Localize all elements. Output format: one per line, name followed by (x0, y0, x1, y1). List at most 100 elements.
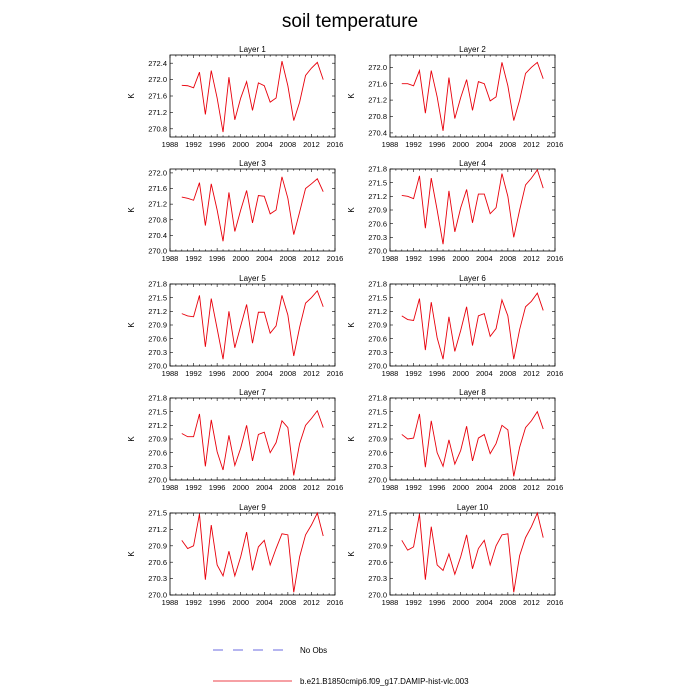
x-tick-label: 2004 (256, 369, 273, 378)
legend-series-label: b.e21.B1850cmip6.f09_g17.DAMIP-hist-vlc.… (300, 677, 469, 686)
y-tick-label: 270.3 (148, 574, 167, 583)
y-tick-label: 271.6 (368, 79, 387, 88)
x-tick-label: 1988 (162, 140, 179, 149)
y-tick-label: 270.3 (148, 462, 167, 471)
y-tick-label: 270.0 (368, 247, 387, 256)
y-tick-label: 270.0 (148, 591, 167, 600)
y-tick-label: 271.5 (148, 293, 167, 302)
x-tick-label: 1996 (429, 254, 446, 263)
x-tick-label: 1996 (429, 483, 446, 492)
y-tick-label: 270.8 (148, 124, 167, 133)
y-tick-label: 270.9 (368, 435, 387, 444)
y-tick-label: 272.0 (148, 75, 167, 84)
figure-title: soil temperature (282, 11, 418, 32)
plot-frame (389, 512, 556, 596)
y-axis-label: K (127, 322, 136, 328)
panel-title: Layer 2 (459, 45, 486, 54)
panel-title: Layer 1 (239, 45, 266, 54)
x-tick-label: 2000 (452, 254, 469, 263)
x-tick-label: 1992 (185, 369, 202, 378)
series-line (181, 289, 324, 360)
y-tick-label: 271.2 (148, 108, 167, 117)
x-tick-label: 1996 (429, 369, 446, 378)
y-tick-label: 270.8 (148, 215, 167, 224)
y-axis-label: K (127, 436, 136, 442)
y-axis-label: K (347, 207, 356, 213)
x-tick-label: 2004 (476, 598, 493, 607)
x-tick-label: 2012 (523, 483, 540, 492)
panel-layer-8: Layer 8 1988 1992 1996 2000 2004 2008 2012 2016 2… (347, 388, 563, 492)
x-tick-label: 2008 (280, 254, 297, 263)
x-tick-label: 2012 (523, 254, 540, 263)
legend: No Obs b.e21.B1850cmip6.f09_g17.DAMIP-hi… (213, 646, 469, 686)
plot-frame (389, 54, 556, 138)
x-tick-label: 1988 (382, 483, 399, 492)
y-axis-label: K (127, 93, 136, 99)
x-tick-label: 2016 (547, 483, 564, 492)
x-tick-label: 1988 (162, 369, 179, 378)
x-tick-label: 1992 (185, 483, 202, 492)
y-tick-label: 270.9 (148, 321, 167, 330)
plot-frame (169, 512, 336, 596)
panel-title: Layer 10 (457, 503, 489, 512)
y-tick-label: 270.9 (148, 541, 167, 550)
y-axis-label: K (347, 322, 356, 328)
series-line (401, 292, 544, 360)
x-tick-label: 2000 (452, 369, 469, 378)
y-tick-label: 271.5 (368, 293, 387, 302)
y-tick-label: 270.6 (368, 219, 387, 228)
plot-frame (169, 54, 336, 138)
x-tick-label: 2004 (256, 254, 273, 263)
x-tick-label: 1988 (162, 598, 179, 607)
series-line (401, 410, 544, 477)
panel-layer-10: Layer 10 1988 1992 1996 2000 2004 2008 2012 2016… (347, 503, 563, 607)
panel-title: Layer 7 (239, 388, 266, 397)
y-tick-label: 271.5 (148, 407, 167, 416)
y-tick-label: 270.0 (368, 362, 387, 371)
y-tick-label: 270.3 (368, 233, 387, 242)
panel-title: Layer 9 (239, 503, 266, 512)
y-axis-label: K (347, 551, 356, 557)
x-tick-label: 2012 (523, 140, 540, 149)
panel-layer-2: Layer 2 1988 1992 1996 2000 2004 2008 2012 2016 2… (347, 45, 563, 149)
y-tick-label: 270.3 (368, 574, 387, 583)
x-tick-label: 2008 (280, 483, 297, 492)
y-tick-label: 271.2 (148, 525, 167, 534)
x-tick-label: 2004 (476, 483, 493, 492)
y-tick-label: 271.5 (368, 178, 387, 187)
y-tick-label: 270.0 (368, 476, 387, 485)
panel-layer-7: Layer 7 1988 1992 1996 2000 2004 2008 2012 2016 2… (127, 388, 343, 492)
x-tick-label: 2000 (452, 598, 469, 607)
x-tick-label: 2008 (280, 369, 297, 378)
x-tick-label: 1992 (405, 254, 422, 263)
panel-grid: Layer 1 1988 1992 1996 2000 2004 2008 2012 2016 2… (127, 45, 563, 607)
x-tick-label: 1992 (405, 483, 422, 492)
x-tick-label: 1988 (382, 598, 399, 607)
x-tick-label: 2004 (256, 483, 273, 492)
plot-frame (389, 397, 556, 481)
x-tick-label: 2000 (452, 140, 469, 149)
panel-layer-9: Layer 9 1988 1992 1996 2000 2004 2008 2012 2016 2… (127, 503, 343, 607)
y-axis-label: K (127, 551, 136, 557)
y-axis-label: K (347, 436, 356, 442)
x-tick-label: 2016 (547, 598, 564, 607)
y-tick-label: 271.8 (368, 280, 387, 289)
series-line (181, 409, 324, 476)
x-tick-label: 2012 (303, 140, 320, 149)
x-tick-label: 2008 (500, 140, 517, 149)
x-tick-label: 2012 (523, 598, 540, 607)
x-tick-label: 2016 (327, 369, 344, 378)
y-tick-label: 271.6 (148, 184, 167, 193)
y-tick-label: 272.4 (148, 59, 167, 68)
plot-frame (389, 168, 556, 252)
x-tick-label: 1996 (209, 598, 226, 607)
y-tick-label: 271.2 (368, 421, 387, 430)
x-tick-label: 1992 (185, 140, 202, 149)
y-tick-label: 271.5 (368, 509, 387, 518)
x-tick-label: 1992 (185, 598, 202, 607)
y-tick-label: 270.6 (148, 558, 167, 567)
plot-frame (169, 397, 336, 481)
y-tick-label: 271.2 (148, 200, 167, 209)
x-tick-label: 1992 (405, 598, 422, 607)
